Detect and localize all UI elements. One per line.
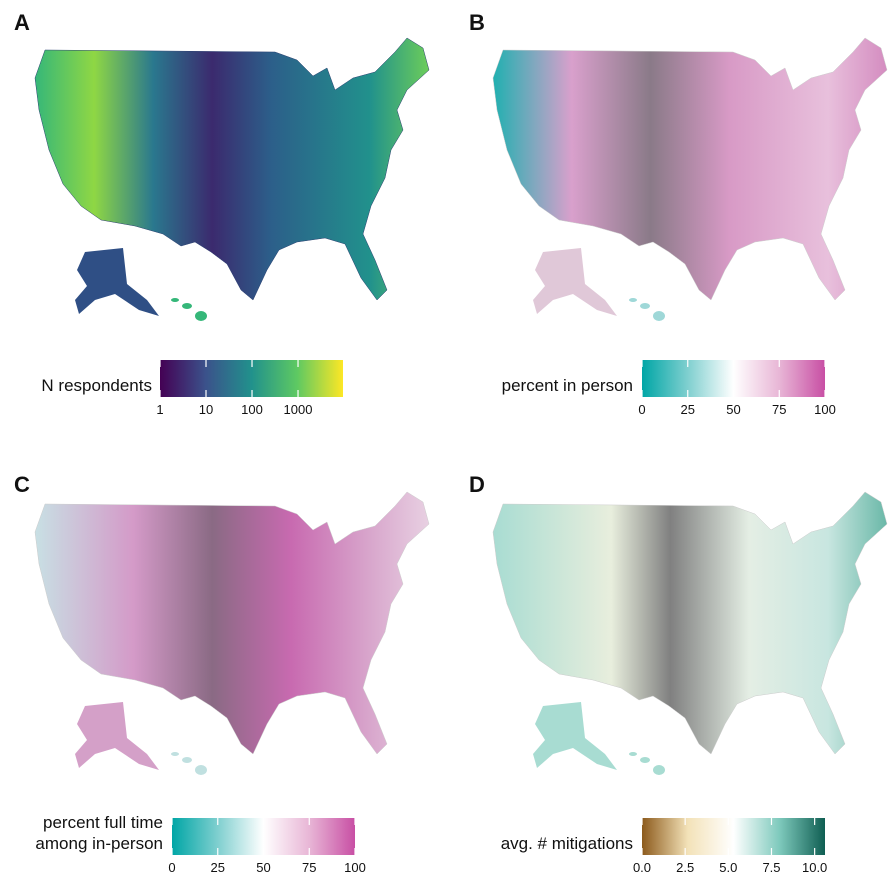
colorbar-tick-label: 2.5	[676, 860, 694, 875]
colorbar-tick-label: 75	[772, 402, 786, 417]
colorbar-tick-label: 10.0	[802, 860, 827, 875]
colorbar	[642, 818, 825, 855]
legend-title: avg. # mitigations	[501, 834, 633, 853]
colorbar-tick-label: 75	[302, 860, 316, 875]
colorbar-tick-label: 100	[344, 860, 366, 875]
panel: A N respondents 1 10 100 1000	[14, 10, 343, 417]
panel-letter: B	[469, 10, 485, 35]
panel-letter: C	[14, 472, 30, 497]
colorbar-tick-label: 0	[638, 402, 645, 417]
colorbar-tick-label: 100	[241, 402, 263, 417]
colorbar-tick-label: 1	[156, 402, 163, 417]
colorbar-tick-label: 25	[211, 860, 225, 875]
colorbar-tick-label: 5.0	[719, 860, 737, 875]
map	[34, 491, 430, 775]
colorbar-tick-label: 7.5	[762, 860, 780, 875]
map	[492, 37, 888, 321]
legend-title: among in-person	[35, 834, 163, 853]
colorbar-tick-label: 50	[726, 402, 740, 417]
legend-title: percent full time	[43, 813, 163, 832]
colorbar-tick-label: 50	[256, 860, 270, 875]
map	[492, 491, 888, 775]
colorbar-tick-label: 0	[168, 860, 175, 875]
colorbar-tick-label: 25	[681, 402, 695, 417]
colorbar-tick-label: 1000	[284, 402, 313, 417]
legend-title: N respondents	[41, 376, 152, 395]
map	[34, 37, 430, 321]
panel-letter: A	[14, 10, 30, 35]
colorbar-tick-label: 0.0	[633, 860, 651, 875]
legend-title: percent in person	[502, 376, 633, 395]
colorbar-tick-label: 10	[199, 402, 213, 417]
panel-letter: D	[469, 472, 485, 497]
colorbar-tick-label: 100	[814, 402, 836, 417]
